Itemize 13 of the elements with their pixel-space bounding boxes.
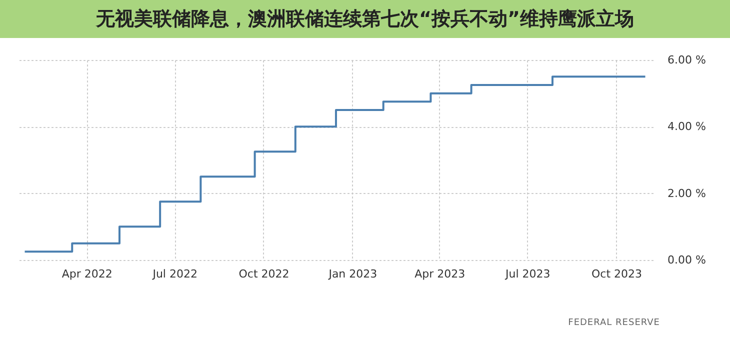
x-tick-label: Jul 2022 [152, 268, 198, 280]
text: FEDERAL RESERVE [568, 318, 660, 328]
x-tick-label: Oct 2023 [592, 268, 642, 280]
y-tick-label: 2.00 % [668, 186, 706, 200]
x-tick-label: Oct 2022 [238, 268, 290, 280]
x-tick-label: Apr 2023 [414, 268, 466, 280]
x-tick-label: Apr 2022 [62, 268, 112, 280]
y-tick-label: 0.00 % [668, 254, 706, 266]
x-tick-label: Jul 2023 [504, 268, 550, 280]
chart-title: 无视美联储降息，澳洲联储连续第七次“按兵不动”维持鹰派立场 [0, 0, 730, 38]
x-tick-label: Jan 2023 [328, 268, 378, 280]
y-tick-label: 4.00 % [668, 120, 706, 134]
y-tick-label: 6.00 % [668, 54, 706, 66]
